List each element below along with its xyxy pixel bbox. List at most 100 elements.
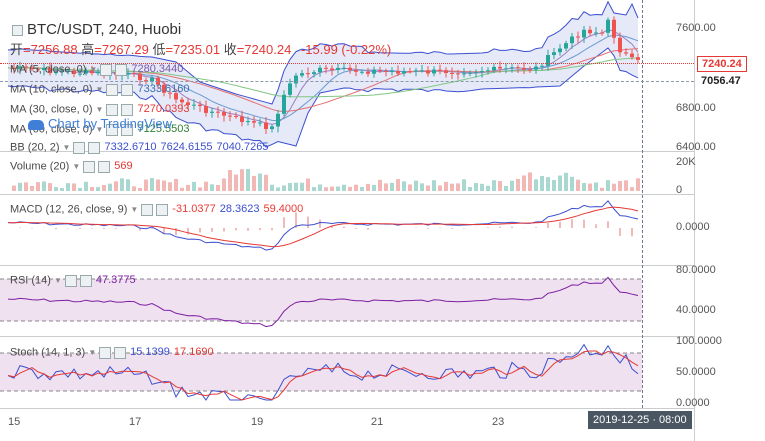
pane-separator[interactable]: [0, 408, 694, 409]
low-value: =7235.01: [165, 42, 221, 57]
rsi-tick: 40.0000: [676, 304, 716, 316]
candle-body: [174, 93, 178, 100]
volume-bar: [438, 185, 442, 191]
volume-bar: [258, 173, 262, 191]
candle-body: [282, 94, 286, 114]
volume-bar: [570, 176, 574, 191]
volume-bar: [516, 178, 520, 191]
candle-body: [486, 70, 490, 72]
close-icon[interactable]: [98, 160, 111, 173]
legend-ma60[interactable]: MA (60, close, 0) ▼ 7125.5503: [10, 123, 189, 136]
candle-body: [624, 52, 628, 54]
close-icon[interactable]: [114, 346, 127, 359]
candle-body: [546, 55, 550, 66]
candle-body: [360, 71, 364, 73]
volume-bars: [12, 168, 640, 191]
candle-body: [222, 112, 226, 116]
time-tick: 21: [371, 416, 384, 428]
candle-body: [462, 73, 466, 75]
crosshair-horizontal: [0, 81, 694, 82]
candle-body: [48, 67, 52, 74]
macd-histogram-value: -31.0377: [172, 203, 216, 216]
volume-label: Volume (20): [10, 160, 70, 173]
volume-bar: [456, 183, 460, 191]
close-icon[interactable]: [88, 141, 101, 154]
legend-rsi[interactable]: RSI (14) ▼ 47.3775: [10, 274, 136, 287]
legend-ma30[interactable]: MA (30, close, 0) ▼ 7270.0393: [10, 103, 189, 116]
stoch-d-line: [7, 350, 639, 401]
volume-bar: [132, 186, 136, 191]
collapse-icon[interactable]: [12, 24, 23, 36]
volume-bar: [540, 176, 544, 191]
close-icon[interactable]: [115, 63, 128, 76]
volume-bar: [318, 184, 322, 191]
candle-body: [354, 70, 358, 72]
candle-body: [84, 70, 88, 74]
chevron-down-icon[interactable]: ▼: [130, 205, 139, 214]
close-icon[interactable]: [121, 103, 134, 116]
chevron-down-icon[interactable]: ▼: [88, 348, 97, 357]
rsi-tick: 80.0000: [676, 264, 716, 276]
volume-bar: [30, 185, 34, 191]
pane-separator[interactable]: [0, 151, 694, 152]
close-icon[interactable]: [121, 123, 134, 136]
time-tick: 15: [8, 416, 21, 428]
settings-icon[interactable]: [64, 274, 77, 287]
settings-icon[interactable]: [141, 203, 154, 216]
candle-body: [36, 69, 40, 71]
candle-body: [558, 48, 562, 53]
volume-bar: [594, 182, 598, 191]
candle-body: [288, 83, 292, 95]
volume-bar: [402, 181, 406, 191]
volume-bar: [576, 179, 580, 191]
legend-macd[interactable]: MACD (12, 26, close, 9) ▼ -31.0377 28.3623 5…: [10, 203, 303, 216]
candle-body: [276, 113, 280, 127]
legend-stoch[interactable]: Stoch (14, 1, 3) ▼ 15.1399 17.1690: [10, 346, 214, 359]
settings-icon[interactable]: [73, 141, 86, 154]
close-icon[interactable]: [121, 83, 134, 96]
candle-body: [258, 122, 262, 124]
settings-icon[interactable]: [83, 160, 96, 173]
volume-bar: [324, 187, 328, 191]
candle-body: [510, 67, 514, 69]
chevron-down-icon[interactable]: ▼: [89, 65, 98, 74]
tradingview-watermark[interactable]: Chart by TradingView: [28, 117, 172, 130]
candle-body: [30, 67, 34, 70]
legend-volume[interactable]: Volume (20) ▼ 569: [10, 160, 133, 173]
stoch-k-value: 15.1399: [130, 346, 170, 359]
chevron-down-icon[interactable]: ▼: [95, 85, 104, 94]
close-icon[interactable]: [156, 203, 169, 216]
chevron-down-icon[interactable]: ▼: [95, 125, 104, 134]
legend-bb[interactable]: BB (20, 2) ▼ 7332.6710 7624.6155 7040.7265: [10, 141, 268, 154]
volume-bar: [204, 181, 208, 191]
legend-ma5[interactable]: MA (5, close, 0) ▼ 7280.3440: [10, 63, 183, 76]
candle-body: [504, 68, 508, 70]
chevron-down-icon[interactable]: ▼: [72, 162, 81, 171]
volume-bar: [354, 184, 358, 191]
crosshair-time-label: 2019-12-25 · 08:00: [588, 411, 692, 429]
pane-separator[interactable]: [0, 336, 694, 337]
price-scale-border: [694, 0, 695, 441]
settings-icon[interactable]: [106, 103, 119, 116]
close-icon[interactable]: [79, 274, 92, 287]
settings-icon[interactable]: [99, 346, 112, 359]
pane-separator[interactable]: [0, 265, 694, 266]
chevron-down-icon[interactable]: ▼: [62, 143, 71, 152]
chart-header: BTC/USDT, 240, Huobi: [12, 22, 181, 37]
chevron-down-icon[interactable]: ▼: [95, 105, 104, 114]
volume-bar: [240, 169, 244, 191]
volume-bar: [588, 183, 592, 191]
chevron-down-icon[interactable]: ▼: [53, 276, 62, 285]
volume-bar: [420, 183, 424, 191]
pane-separator[interactable]: [0, 194, 694, 195]
settings-icon[interactable]: [106, 123, 119, 136]
volume-bar: [198, 187, 202, 191]
volume-bar: [120, 178, 124, 191]
candle-body: [24, 66, 28, 68]
price-tick: 7600.00: [676, 22, 716, 34]
settings-icon[interactable]: [100, 63, 113, 76]
legend-ma10[interactable]: MA (10, close, 0) ▼ 7333.6160: [10, 83, 189, 96]
macd-tick: 0.0000: [676, 221, 710, 233]
settings-icon[interactable]: [106, 83, 119, 96]
